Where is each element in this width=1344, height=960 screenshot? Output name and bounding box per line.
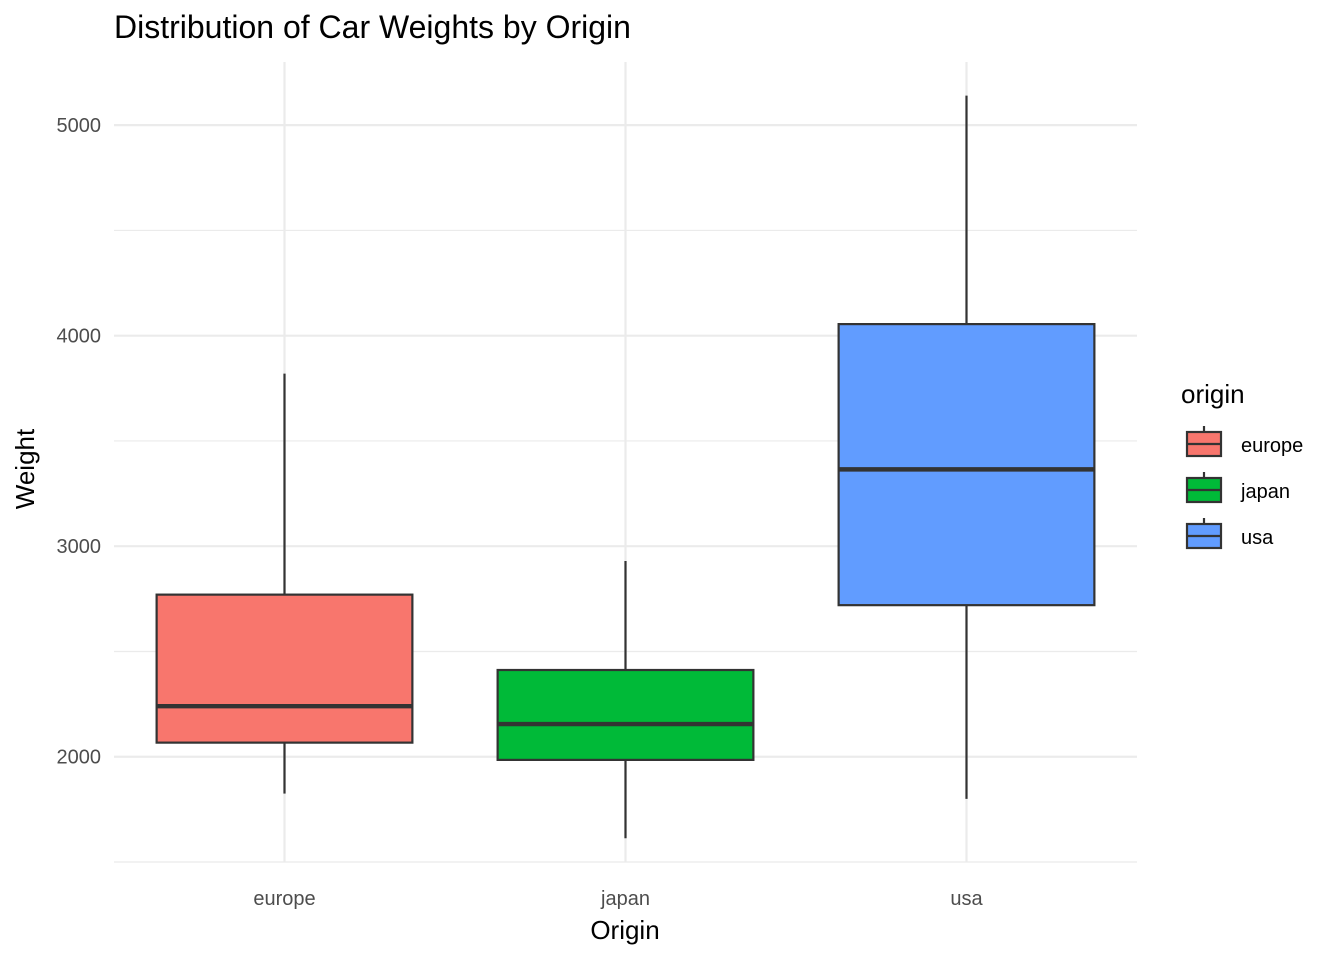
box-europe (155, 373, 414, 794)
chart-title: Distribution of Car Weights by Origin (114, 9, 631, 45)
iqr-box (496, 668, 755, 761)
legend: origin europe japan usa (1181, 379, 1303, 550)
iqr-box (155, 593, 414, 744)
x-tick-label: usa (950, 888, 983, 910)
x-tick-labels: europe japan usa (253, 888, 983, 910)
y-tick-label: 3000 (57, 536, 102, 558)
legend-title: origin (1181, 379, 1245, 409)
box-japan (496, 560, 755, 839)
legend-label: japan (1240, 481, 1290, 503)
legend-label: europe (1241, 435, 1303, 457)
legend-entry-japan: japan (1185, 472, 1290, 504)
x-tick-label: europe (253, 888, 315, 910)
legend-label: usa (1241, 527, 1274, 549)
y-axis-title: Weight (10, 428, 40, 509)
y-tick-label: 4000 (57, 326, 102, 348)
box-usa (837, 95, 1096, 799)
iqr-box (837, 323, 1096, 607)
x-tick-label: japan (600, 888, 650, 910)
x-axis-title: Origin (590, 915, 659, 945)
legend-entry-usa: usa (1185, 518, 1274, 550)
legend-entry-europe: europe (1185, 426, 1303, 458)
boxes (155, 95, 1096, 839)
y-tick-labels: 2000 3000 4000 5000 (57, 115, 102, 769)
y-tick-label: 2000 (57, 747, 102, 769)
y-tick-label: 5000 (57, 115, 102, 137)
